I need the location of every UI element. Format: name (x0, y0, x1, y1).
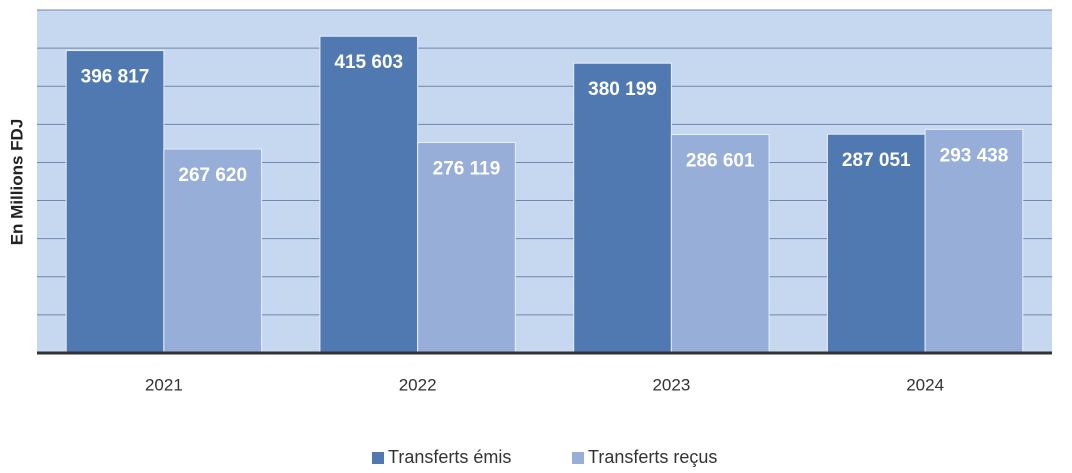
legend-swatch (572, 452, 584, 464)
legend-swatch (372, 452, 384, 464)
legend-label: Transferts reçus (588, 447, 717, 467)
bar (924, 128, 1024, 354)
bar (163, 148, 263, 354)
value-label: 286 601 (686, 151, 755, 172)
value-label: 380 199 (588, 79, 657, 100)
value-label: 293 438 (940, 145, 1009, 166)
bar (670, 134, 770, 354)
value-label: 415 603 (334, 52, 403, 73)
value-label: 287 051 (842, 150, 911, 171)
bar (65, 50, 165, 354)
x-tick-label: 2023 (652, 375, 690, 394)
value-label: 396 817 (81, 67, 150, 88)
x-tick-label: 2021 (145, 375, 183, 394)
y-axis-label: En Millions FDJ (7, 119, 26, 246)
bar (573, 62, 672, 354)
bar (319, 35, 419, 354)
value-label: 276 119 (433, 159, 501, 180)
x-tick-label: 2024 (906, 375, 944, 394)
bar (417, 142, 516, 354)
value-label: 267 620 (178, 165, 247, 186)
legend-label: Transferts émis (388, 447, 511, 467)
x-tick-label: 2022 (399, 375, 437, 394)
